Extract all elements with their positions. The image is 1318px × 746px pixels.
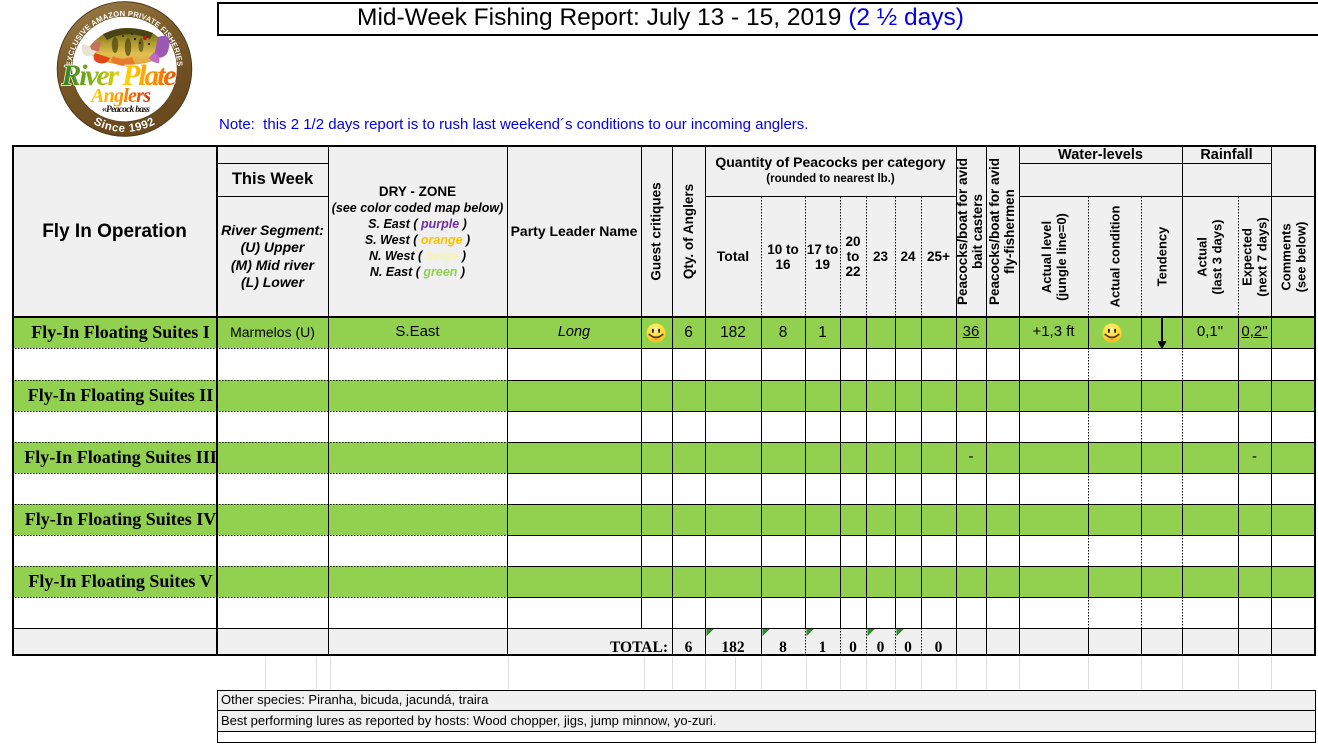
svg-text:River Plate: River Plate xyxy=(61,59,177,92)
svg-text:Anglers: Anglers xyxy=(89,85,151,107)
svg-text:«Peacock bass: «Peacock bass xyxy=(102,105,150,115)
